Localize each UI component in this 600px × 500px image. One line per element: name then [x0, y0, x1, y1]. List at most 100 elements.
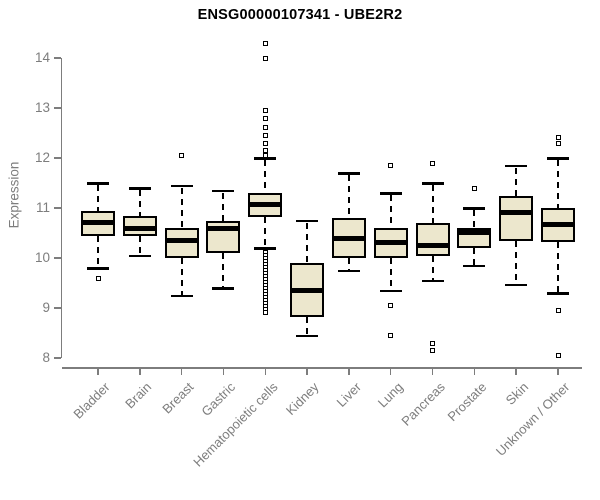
whisker-cap-upper [421, 182, 444, 185]
y-axis-tick [54, 257, 61, 259]
outlier-point [555, 134, 561, 140]
x-axis-line [62, 367, 582, 369]
x-tick-label: Kidney [283, 379, 323, 419]
outlier-point [95, 275, 101, 281]
x-axis-tick [389, 367, 392, 375]
median-line [290, 288, 325, 293]
outlier-point [262, 153, 268, 158]
whisker-cap-lower [547, 292, 570, 295]
whisker-upper [515, 167, 518, 196]
x-axis-tick [515, 367, 517, 375]
x-tick-label: Liver [333, 379, 364, 410]
x-axis-tick [264, 367, 267, 375]
median-line [457, 229, 492, 235]
whisker-upper [180, 187, 183, 228]
y-tick-label: 11 [35, 200, 50, 215]
x-tick-label: Pancreas [398, 379, 448, 429]
y-tick-label: 14 [34, 50, 50, 65]
y-tick-label: 12 [34, 150, 50, 165]
x-tick-label: Brain [122, 379, 155, 412]
chart-title: ENSG00000107341 - UBE2R2 [197, 7, 403, 23]
median-line [248, 201, 283, 207]
y-axis-tick [54, 57, 61, 59]
x-tick-label: Lung [374, 379, 406, 411]
x-axis-tick [431, 367, 434, 375]
whisker-cap-lower [212, 287, 235, 290]
x-tick-label: Hematopoietic cells [189, 379, 281, 470]
outlier-point [262, 40, 268, 46]
whisker-lower [515, 240, 518, 284]
outlier-point [555, 308, 561, 313]
x-axis-tick [97, 367, 99, 375]
whisker-lower [306, 317, 309, 335]
median-line [415, 243, 450, 248]
x-tick-label: Breast [159, 379, 197, 417]
outlier-point [262, 124, 268, 130]
outlier-point [430, 160, 436, 166]
whisker-cap-upper [212, 189, 235, 192]
whisker-cap-upper [296, 219, 319, 222]
whisker-cap-upper [170, 184, 193, 187]
x-tick-label: Prostate [444, 379, 490, 425]
outlier-point [388, 163, 394, 168]
whisker-cap-upper [254, 157, 277, 160]
y-tick-label: 9 [42, 300, 50, 315]
whisker-cap-upper [337, 172, 360, 175]
whisker-cap-lower [379, 289, 402, 292]
median-line [81, 219, 115, 225]
y-axis-tick [54, 107, 61, 109]
y-axis-tick [54, 207, 61, 209]
y-tick-label: 8 [42, 350, 50, 365]
median-line [373, 239, 408, 245]
outlier-point [262, 309, 268, 315]
x-tick-label: Bladder [70, 379, 113, 422]
whisker-upper [389, 195, 392, 228]
y-tick-label: 13 [34, 100, 50, 115]
iqr-box [164, 228, 199, 258]
whisker-upper [347, 175, 350, 218]
y-axis-tick [54, 157, 61, 159]
iqr-box [415, 223, 450, 256]
x-axis-tick [306, 367, 308, 375]
whisker-lower [389, 258, 392, 290]
median-line [541, 222, 576, 227]
whisker-cap-upper [128, 187, 151, 190]
median-line [331, 235, 366, 241]
outlier-point [262, 132, 268, 138]
whisker-cap-lower [505, 283, 528, 286]
median-line [122, 225, 157, 231]
iqr-box [499, 195, 534, 241]
whisker-lower [97, 235, 99, 267]
whisker-lower [347, 258, 350, 270]
outlier-point [179, 153, 185, 158]
whisker-cap-upper [463, 207, 486, 210]
y-axis-tick [54, 307, 61, 309]
whisker-upper [431, 185, 434, 223]
x-tick-label: Unknown / Other [493, 379, 573, 459]
whisker-cap-lower [87, 267, 109, 270]
whisker-lower [180, 258, 183, 295]
y-axis-tick [54, 357, 61, 359]
outlier-point [262, 108, 268, 113]
whisker-lower [138, 235, 141, 255]
whisker-cap-upper [547, 157, 570, 160]
outlier-point [388, 303, 394, 308]
whisker-upper [306, 222, 309, 263]
outlier-point [471, 185, 477, 191]
whisker-cap-lower [463, 264, 486, 267]
whisker-lower [431, 255, 434, 280]
whisker-upper [264, 160, 267, 193]
x-axis-tick [139, 367, 141, 375]
x-axis-tick [473, 367, 476, 375]
whisker-upper [557, 160, 560, 208]
whisker-upper [97, 185, 99, 211]
whisker-upper [222, 192, 225, 221]
outlier-point [430, 340, 436, 346]
whisker-lower [222, 253, 225, 287]
median-line [164, 238, 199, 243]
x-axis-tick [557, 367, 559, 375]
whisker-upper [138, 190, 141, 216]
outlier-point [388, 333, 394, 338]
outlier-point [262, 147, 268, 153]
outlier-point [430, 348, 436, 353]
